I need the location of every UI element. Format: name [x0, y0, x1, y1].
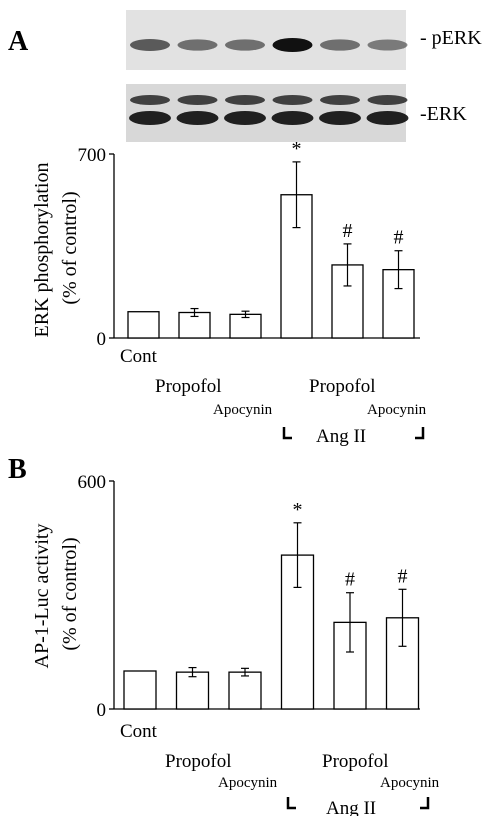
chart-bar	[228, 671, 262, 710]
ERK-blot-bands	[129, 95, 409, 125]
chart-b-label-angii-propofol: Propofol	[322, 751, 389, 772]
blot-band	[176, 111, 219, 125]
chart-a-y-tick-max: 700	[78, 145, 107, 166]
chart-b-ylabel-line2: (% of control)	[59, 537, 81, 650]
chart-b-y-tick-zero: 0	[97, 700, 107, 721]
blot-band	[130, 39, 170, 51]
chart-a-ylabel-line2: (% of control)	[59, 191, 81, 304]
significance-mark: #	[398, 565, 408, 587]
chart-b-label-angii-apocynin: Apocynin	[380, 775, 440, 791]
pERK-label: - pERK	[420, 27, 482, 49]
ERK-label: -ERK	[420, 103, 467, 125]
blot-band	[320, 95, 360, 105]
chart-b-label-apocynin: Apocynin	[218, 775, 278, 791]
chart-b-angii-bracket	[286, 797, 430, 810]
significance-mark: *	[292, 138, 302, 160]
chart-b-angii-label: Ang II	[326, 798, 376, 816]
chart-b-ylabel-line1: AP-1-Luc activity	[31, 524, 53, 669]
blot-band	[320, 39, 360, 51]
blot-band	[177, 95, 218, 105]
blot-band	[129, 111, 171, 125]
chart-b-axes	[109, 480, 420, 710]
chart-b-bars: * # #	[123, 499, 420, 710]
chart-a-label-apocynin: Apocynin	[213, 402, 273, 418]
chart-a-label-cont: Cont	[120, 346, 158, 367]
blot-band	[319, 111, 361, 125]
chart-bar	[127, 311, 160, 339]
panel-a-label: A	[8, 26, 29, 57]
significance-mark: #	[345, 569, 355, 591]
blot-band	[367, 95, 408, 105]
blot-band	[366, 111, 409, 125]
chart-bar	[175, 671, 210, 710]
pERK-blot-background	[126, 10, 406, 70]
ERK-blot-background	[126, 84, 406, 142]
blot-band	[367, 39, 408, 51]
chart-a-label-angii-propofol: Propofol	[309, 376, 376, 397]
chart-b-label-propofol: Propofol	[165, 751, 232, 772]
panel-b-label: B	[8, 454, 27, 485]
significance-mark: #	[394, 227, 404, 249]
blot-band	[272, 38, 313, 52]
blot-band	[224, 111, 266, 125]
chart-a-angii-label: Ang II	[316, 426, 366, 447]
pERK-blot-bands	[130, 38, 408, 52]
blot-band	[225, 39, 265, 51]
chart-b-y-tick-max: 600	[78, 472, 107, 493]
blot-band	[130, 95, 170, 105]
blot-band	[271, 111, 314, 125]
blot-band	[225, 95, 265, 105]
blot-band	[177, 39, 218, 51]
chart-a-y-tick-zero: 0	[97, 329, 107, 350]
significance-mark: *	[293, 499, 303, 521]
chart-a-bars: * # #	[127, 138, 415, 339]
chart-a-label-propofol: Propofol	[155, 376, 222, 397]
chart-b-label-cont: Cont	[120, 721, 158, 742]
chart-bar	[123, 670, 157, 710]
chart-a-angii-bracket	[282, 427, 425, 440]
chart-a-ylabel-line1: ERK phosphorylation	[31, 163, 53, 338]
chart-a-label-angii-apocynin: Apocynin	[367, 402, 427, 418]
chart-a-axes	[109, 153, 420, 339]
significance-mark: #	[343, 220, 353, 242]
blot-band	[272, 95, 313, 105]
